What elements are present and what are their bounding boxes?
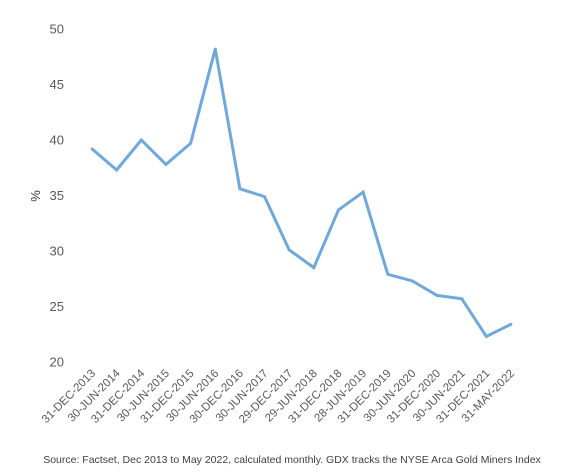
source-footnote: Source: Factset, Dec 2013 to May 2022, c… <box>43 454 541 466</box>
data-point <box>484 335 488 338</box>
y-tick-label: 30 <box>50 244 64 259</box>
data-point <box>139 138 143 142</box>
data-point <box>263 195 266 199</box>
series-layer <box>90 47 513 339</box>
data-point <box>337 208 340 212</box>
data-point <box>164 163 168 166</box>
y-tick-label: 45 <box>50 77 64 92</box>
data-point <box>90 147 94 151</box>
data-point <box>411 279 414 283</box>
data-point <box>435 294 439 297</box>
data-point <box>238 187 242 191</box>
y-axis-ticks: 20 25 30 35 40 45 50 <box>50 22 64 370</box>
data-point <box>213 47 217 51</box>
y-axis-title: % <box>28 190 43 202</box>
series-line <box>91 48 512 339</box>
y-tick-label: 35 <box>50 188 64 203</box>
data-point <box>115 168 119 172</box>
data-point <box>386 272 390 276</box>
y-tick-label: 40 <box>50 133 64 148</box>
y-tick-label: 20 <box>50 355 64 370</box>
data-point <box>361 190 365 194</box>
y-tick-label: 50 <box>50 22 64 37</box>
data-point <box>189 141 192 145</box>
data-point <box>509 322 513 326</box>
y-tick-label: 25 <box>50 299 64 314</box>
x-axis-ticks: 31-DEC-201330-JUN-201431-DEC-201430-JUN-… <box>40 367 517 426</box>
data-point <box>460 297 464 301</box>
data-point <box>287 248 291 252</box>
data-point <box>312 266 316 270</box>
